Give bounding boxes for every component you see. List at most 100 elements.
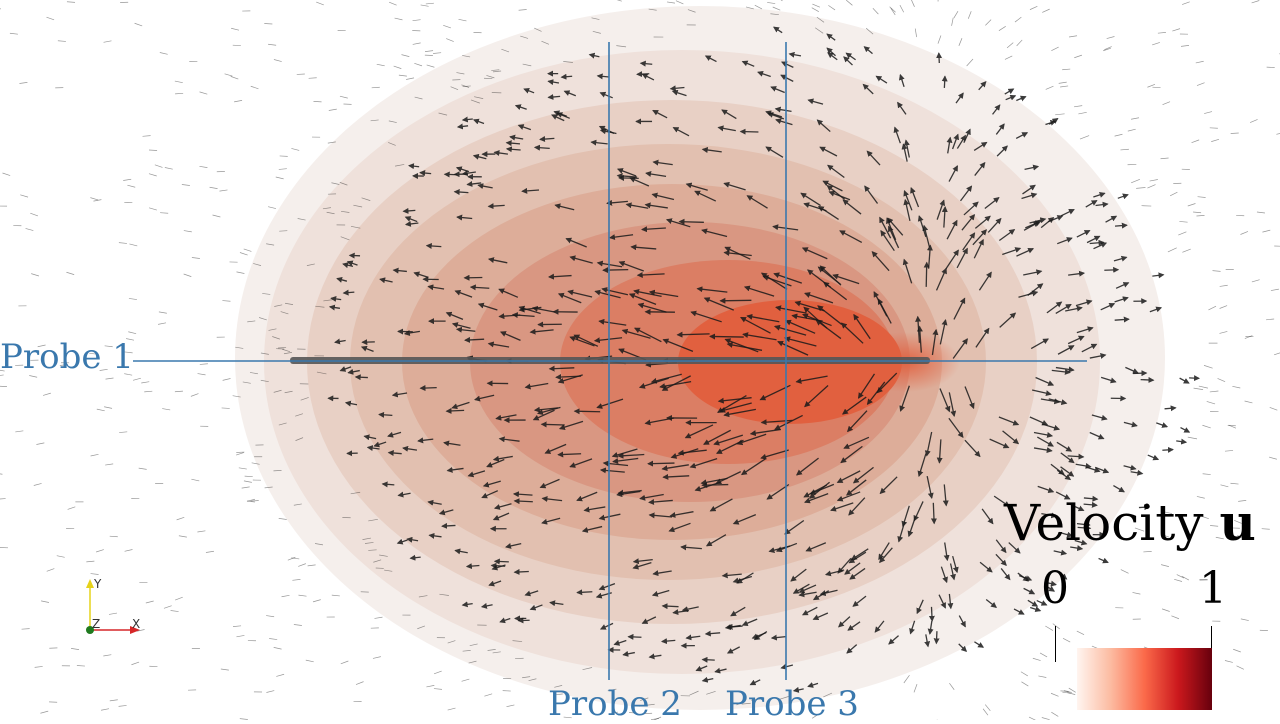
velocity-arrow bbox=[175, 93, 183, 94]
velocity-arrow bbox=[1030, 6, 1037, 9]
velocity-arrow bbox=[459, 19, 467, 21]
velocity-arrow bbox=[119, 705, 127, 706]
velocity-arrow bbox=[755, 5, 762, 9]
velocity-arrow bbox=[1162, 450, 1173, 451]
velocity-arrow bbox=[926, 263, 927, 287]
velocity-arrow bbox=[1161, 565, 1169, 567]
velocity-arrow bbox=[1197, 83, 1205, 86]
velocity-arrow bbox=[1021, 672, 1028, 676]
velocity-arrow bbox=[442, 525, 455, 526]
velocity-arrow bbox=[1194, 388, 1203, 389]
velocity-arrow bbox=[306, 660, 314, 662]
velocity-arrow bbox=[1038, 676, 1046, 678]
velocity-arrow bbox=[968, 11, 971, 19]
velocity-arrow bbox=[1069, 688, 1076, 692]
velocity-arrow bbox=[1078, 112, 1086, 114]
velocity-arrow bbox=[1005, 56, 1012, 59]
velocity-arrow bbox=[1241, 619, 1249, 621]
velocity-arrow bbox=[1207, 401, 1215, 404]
velocity-arrow bbox=[648, 463, 674, 464]
velocity-arrow bbox=[105, 464, 113, 465]
legend-title: Velocity u bbox=[1004, 495, 1256, 551]
velocity-arrow bbox=[915, 29, 916, 37]
velocity-arrow bbox=[210, 187, 218, 188]
y-axis-arrow-icon bbox=[86, 579, 94, 588]
velocity-arrow bbox=[1051, 693, 1058, 696]
velocity-arrow bbox=[1141, 380, 1154, 381]
velocity-arrow bbox=[177, 517, 185, 520]
velocity-arrow bbox=[445, 174, 457, 175]
velocity-arrow bbox=[983, 709, 988, 715]
velocity-arrow bbox=[812, 8, 819, 12]
velocity-arrow bbox=[236, 272, 244, 274]
velocity-arrow bbox=[426, 685, 434, 687]
velocity-arrow bbox=[1181, 45, 1189, 46]
velocity-arrow bbox=[904, 675, 910, 683]
velocity-arrow bbox=[395, 18, 403, 20]
velocity-arrow bbox=[1015, 17, 1021, 22]
velocity-arrow bbox=[221, 669, 229, 670]
velocity-arrow bbox=[577, 592, 592, 593]
velocity-arrow bbox=[1131, 179, 1140, 183]
velocity-arrow bbox=[492, 565, 506, 566]
velocity-arrow bbox=[421, 5, 429, 6]
velocity-arrow bbox=[433, 53, 441, 54]
velocity-arrow bbox=[447, 410, 465, 411]
velocity-arrow bbox=[434, 671, 442, 674]
legend-title-text: Velocity bbox=[1004, 494, 1204, 552]
velocity-arrow bbox=[184, 274, 192, 277]
velocity-arrow bbox=[344, 292, 355, 293]
velocity-arrow bbox=[603, 270, 628, 271]
velocity-arrow bbox=[198, 374, 206, 375]
velocity-arrow bbox=[448, 708, 456, 710]
velocity-arrow bbox=[179, 536, 187, 537]
velocity-arrow bbox=[242, 487, 250, 488]
velocity-arrow bbox=[425, 51, 433, 52]
velocity-arrow bbox=[1007, 43, 1013, 48]
velocity-arrow bbox=[663, 606, 679, 607]
velocity-arrow bbox=[667, 2, 675, 3]
velocity-arrow bbox=[206, 551, 214, 552]
color-bar bbox=[1077, 648, 1212, 710]
velocity-arrow bbox=[1165, 408, 1176, 409]
velocity-arrow bbox=[985, 20, 991, 26]
velocity-arrow bbox=[1005, 89, 1014, 94]
velocity-arrow bbox=[434, 689, 442, 690]
velocity-arrow bbox=[1237, 666, 1244, 669]
velocity-arrow bbox=[35, 666, 43, 667]
velocity-arrow bbox=[149, 174, 157, 176]
velocity-arrow bbox=[266, 691, 274, 693]
velocity-arrow bbox=[3, 173, 11, 176]
velocity-arrow bbox=[462, 679, 470, 681]
velocity-arrow bbox=[175, 391, 183, 392]
velocity-arrow bbox=[266, 616, 274, 617]
velocity-arrow bbox=[1220, 285, 1228, 286]
velocity-arrow bbox=[379, 414, 392, 415]
velocity-arrow bbox=[1218, 378, 1226, 381]
velocity-arrow bbox=[1060, 86, 1068, 87]
velocity-arrow bbox=[1030, 607, 1040, 610]
velocity-arrow bbox=[200, 92, 208, 94]
velocity-arrow bbox=[236, 635, 244, 636]
velocity-arrow bbox=[773, 7, 780, 10]
velocity-arrow bbox=[276, 177, 284, 179]
velocity-arrow bbox=[34, 483, 42, 485]
legend-min-label: 0 bbox=[1041, 565, 1069, 613]
velocity-arrow bbox=[873, 8, 878, 14]
velocity-arrow bbox=[199, 166, 207, 167]
velocity-arrow bbox=[274, 60, 282, 62]
velocity-arrow bbox=[413, 43, 421, 45]
velocity-arrow bbox=[123, 179, 131, 180]
velocity-arrow bbox=[175, 597, 183, 600]
velocity-arrow bbox=[292, 579, 300, 580]
velocity-arrow bbox=[542, 424, 565, 425]
velocity-arrow bbox=[159, 312, 167, 313]
velocity-arrow bbox=[158, 323, 166, 325]
velocity-arrow bbox=[1150, 179, 1158, 181]
velocity-arrow bbox=[1270, 407, 1278, 410]
velocity-arrow bbox=[702, 485, 728, 486]
velocity-arrow bbox=[1262, 230, 1270, 232]
velocity-arrow bbox=[1225, 661, 1233, 663]
velocity-arrow bbox=[1051, 712, 1058, 716]
velocity-arrow bbox=[58, 41, 66, 42]
